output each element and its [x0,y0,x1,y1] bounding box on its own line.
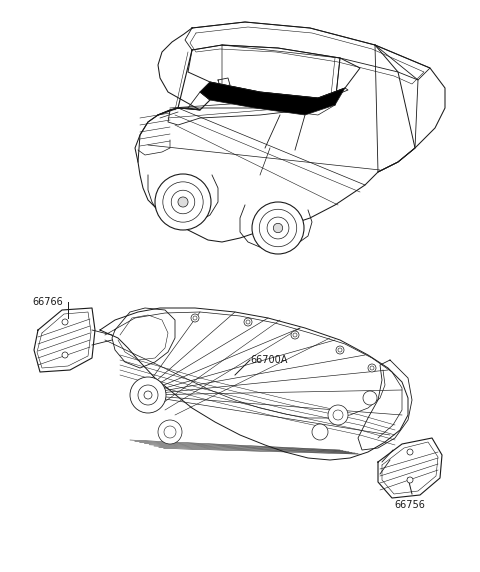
Circle shape [193,316,197,320]
Circle shape [130,377,166,413]
Text: 66700A: 66700A [250,355,288,365]
Circle shape [191,314,199,322]
Circle shape [246,320,250,324]
Polygon shape [200,82,345,115]
Circle shape [252,202,304,254]
Circle shape [163,182,203,222]
Circle shape [144,391,152,399]
Circle shape [158,420,182,444]
Text: 66766: 66766 [32,297,63,307]
Circle shape [370,366,374,370]
Circle shape [328,405,348,425]
Circle shape [244,318,252,326]
Circle shape [273,223,283,233]
Circle shape [363,391,377,405]
Circle shape [171,190,195,214]
Circle shape [333,410,343,420]
Circle shape [368,364,376,372]
Circle shape [312,424,328,440]
Circle shape [259,209,297,247]
Circle shape [293,333,297,337]
Circle shape [338,348,342,352]
Circle shape [138,385,158,405]
Circle shape [62,352,68,358]
Circle shape [267,217,289,239]
Circle shape [62,319,68,325]
Circle shape [407,449,413,455]
Circle shape [336,346,344,354]
Circle shape [155,174,211,230]
Circle shape [178,197,188,207]
Text: 66756: 66756 [395,500,425,510]
Circle shape [164,426,176,438]
Circle shape [407,477,413,483]
Circle shape [291,331,299,339]
